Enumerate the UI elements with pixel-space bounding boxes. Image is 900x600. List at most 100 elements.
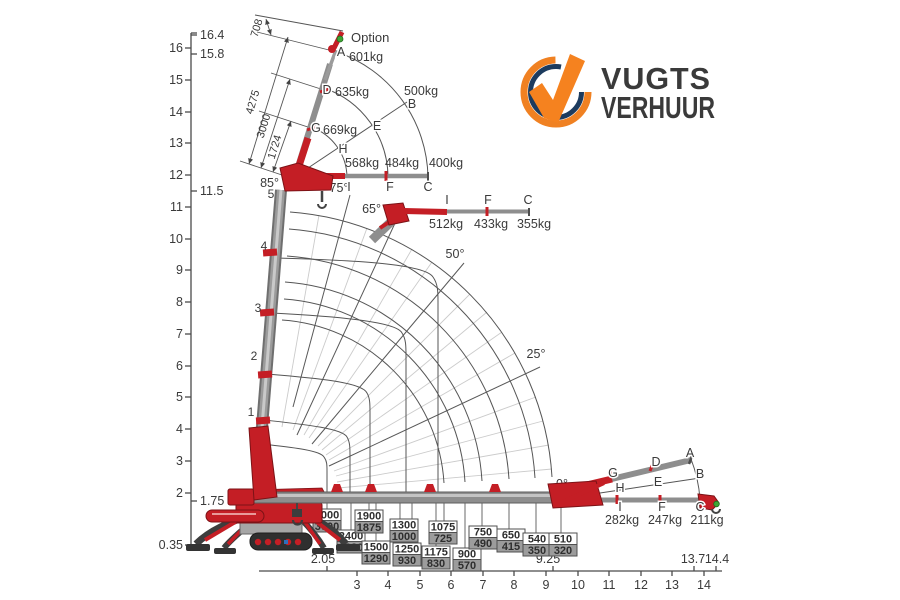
y-label: 13 — [169, 136, 183, 150]
y-axis-special-ticks — [191, 34, 197, 502]
x-label: 3 — [354, 578, 361, 592]
load-F-65: 433kg — [474, 217, 508, 231]
x-label-2-05: 2.05 — [311, 552, 335, 566]
mast-section-numbers: 5 4 3 2 1 — [248, 187, 275, 419]
load-I: 568kg — [345, 156, 379, 170]
x-label-14-4: 14.4 — [705, 552, 729, 566]
capacity-top: 750 — [474, 527, 492, 539]
capacity-top: 540 — [528, 534, 546, 546]
jib-collar-g — [306, 125, 317, 132]
envelope-angle-radial-lines — [292, 194, 541, 467]
capacity-bottom: 725 — [434, 533, 452, 545]
capacity-bottom: 350 — [528, 545, 546, 557]
mast-collars — [255, 248, 278, 425]
capacity-box: 900 570 — [452, 547, 482, 572]
x-label: 9 — [543, 578, 550, 592]
capacity-bottom: 830 — [427, 558, 445, 570]
y-label-0-35: 0.35 — [159, 538, 183, 552]
dim-708-label: 708 — [249, 18, 266, 39]
capacity-top: 510 — [554, 534, 572, 546]
x-axis — [259, 566, 722, 576]
y-label: 12 — [169, 168, 183, 182]
point-D-0: D — [651, 455, 660, 469]
jib-horizontal-0 — [600, 493, 721, 514]
point-C-0: C — [695, 500, 704, 514]
capacity-box: 1500 1290 — [361, 540, 391, 565]
load-I-0: 282kg — [605, 513, 639, 527]
point-C-65: C — [523, 193, 532, 207]
capacity-top: 1075 — [431, 522, 455, 534]
point-G-0: G — [608, 466, 618, 480]
capacity-bottom: 570 — [458, 560, 476, 572]
luffing-cylinder — [205, 509, 265, 523]
capacity-bottom: 1875 — [357, 522, 381, 534]
x-label: 7 — [480, 578, 487, 592]
x-axis-special-ticks — [326, 566, 717, 571]
logo-orange-swoosh — [520, 56, 592, 128]
capacity-top: 1175 — [424, 547, 448, 559]
y-label-11-5: 11.5 — [200, 184, 223, 198]
jib-fan-top: 4275 3000 1724 708 — [239, 14, 463, 209]
capacity-box: 540 350 — [522, 532, 552, 557]
load-D: 635kg — [335, 85, 369, 99]
mast-section-3: 3 — [255, 301, 262, 315]
x-label: 6 — [448, 578, 455, 592]
capacity-box: 1300 1000 — [389, 518, 419, 543]
point-F-0: F — [658, 500, 666, 514]
y-label: 11 — [170, 200, 183, 214]
y-label: 8 — [176, 295, 183, 309]
jib-mid-line-0 — [599, 477, 701, 494]
jib-collar-d-0 — [648, 460, 656, 472]
envelope-angle-labels: 75° 50° 25° 0° 85° — [259, 175, 570, 493]
capacity-bottom: 1000 — [392, 531, 416, 543]
mast-section-5: 5 — [268, 187, 275, 201]
x-label: 14 — [697, 578, 711, 592]
radial-25deg — [328, 366, 541, 467]
jib-luff-arcs — [310, 51, 429, 178]
jib-tip-cap-0 — [687, 455, 694, 465]
point-F-65: F — [484, 193, 492, 207]
option-green-dot — [336, 35, 344, 43]
x-label: 10 — [571, 578, 585, 592]
capacity-top: 1900 — [357, 511, 381, 523]
load-B: 500kg — [404, 84, 438, 98]
point-H-0: H — [615, 481, 624, 495]
dimension-lines — [248, 18, 292, 173]
capacity-box: 510 320 — [548, 532, 578, 557]
capacity-box: 650 415 — [496, 528, 526, 553]
angle-85-label: 85° — [260, 176, 279, 190]
y-axis-labels: 16 15 14 13 12 11 10 9 8 7 6 5 4 3 2 16.… — [159, 28, 225, 552]
y-label: 7 — [176, 327, 183, 341]
angle-25-label: 25° — [527, 347, 546, 361]
point-F: F — [386, 180, 394, 194]
load-A: 601kg — [349, 50, 383, 64]
y-label-1-75: 1.75 — [200, 494, 224, 508]
capacity-bottom: 320 — [554, 545, 572, 557]
point-I-65: I — [445, 193, 448, 207]
knuckle-hook — [317, 203, 327, 209]
load-F-0: 247kg — [648, 513, 682, 527]
pose-0deg: A D G B E H I F C 282kg 247kg 211kg — [547, 445, 724, 528]
outrigger-foot — [336, 544, 360, 551]
capacity-top: 1300 — [392, 520, 416, 532]
point-C: C — [423, 180, 432, 194]
capacity-box: 1250 930 — [392, 542, 422, 567]
x-label: 8 — [511, 578, 518, 592]
mast-section-4: 4 — [261, 239, 268, 253]
point-D: D — [322, 83, 331, 97]
x-label: 5 — [417, 578, 424, 592]
mast-section-2: 2 — [251, 349, 258, 363]
crawler-tracks — [249, 532, 313, 551]
logo-text-line2: VERHUUR — [601, 90, 715, 125]
y-label: 14 — [169, 105, 183, 119]
x-label-13-7: 13.7 — [681, 552, 705, 566]
load-C-65: 355kg — [517, 217, 551, 231]
point-B-0: B — [696, 467, 704, 481]
pose-0-labels: A D G B E H I F C 282kg 247kg 211kg — [605, 445, 724, 528]
envelope-extension-curves — [261, 257, 439, 492]
y-label: 2 — [176, 486, 183, 500]
y-label: 6 — [176, 359, 183, 373]
mast-base-section — [248, 425, 278, 501]
point-G: G — [311, 121, 321, 135]
